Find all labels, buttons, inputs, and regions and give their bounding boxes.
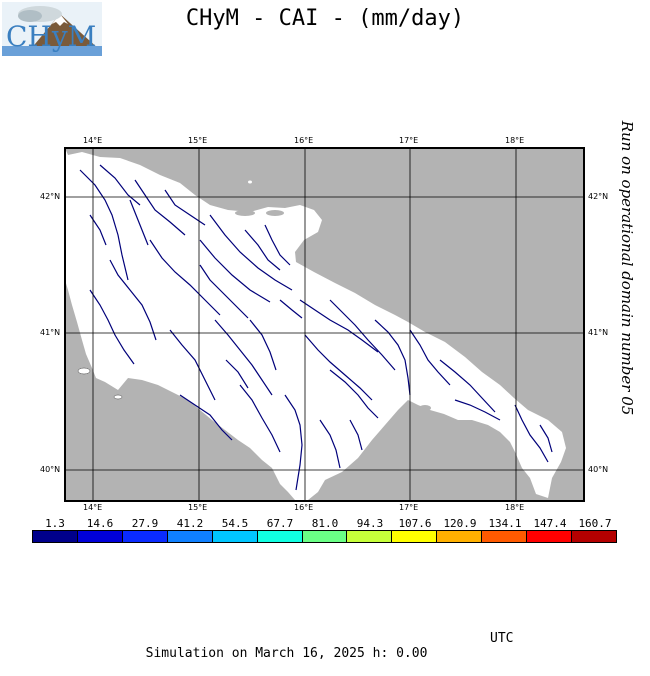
simulation-text: Simulation on March 16, 2025 h: 0.00	[145, 646, 428, 661]
colorbar-label: 1.3	[45, 517, 65, 530]
lon-label-bottom: 18°E	[505, 503, 525, 512]
graticule	[65, 148, 584, 501]
colorbar-label: 67.7	[266, 517, 294, 530]
island-ischia	[77, 367, 91, 375]
colorbar-label: 27.9	[131, 517, 159, 530]
colorbar-label: 41.2	[176, 517, 204, 530]
colorbar-swatch	[33, 531, 78, 542]
lon-label-top: 18°E	[505, 136, 525, 145]
island-capri	[113, 394, 123, 400]
colorbar	[32, 530, 617, 543]
timezone-text: UTC	[490, 631, 514, 646]
colorbar-swatch	[527, 531, 573, 542]
lon-label-bottom: 17°E	[399, 503, 419, 512]
colorbar-swatch	[122, 531, 168, 542]
lake-lesina	[235, 210, 255, 216]
colorbar-swatch	[437, 531, 483, 542]
lon-label-top: 15°E	[188, 136, 208, 145]
logo-text: CHyM	[6, 20, 96, 53]
footer: Simulation on March 16, 2025 h: 0.00 UTC	[130, 631, 514, 676]
colorbar-label: 54.5	[221, 517, 249, 530]
lake-varano	[266, 210, 284, 216]
taranto-mar-piccolo	[419, 405, 431, 411]
river-network	[79, 164, 553, 491]
lat-label-left: 40°N	[40, 465, 61, 474]
colorbar-swatch	[392, 531, 438, 542]
lat-label-left: 41°N	[40, 328, 61, 337]
lon-label-top: 14°E	[83, 136, 103, 145]
lat-label-left: 42°N	[40, 192, 61, 201]
drainage-map	[64, 147, 585, 502]
colorbar-label: 81.0	[311, 517, 339, 530]
lon-label-bottom: 14°E	[83, 503, 103, 512]
colorbar-label: 94.3	[356, 517, 384, 530]
colorbar-swatch	[257, 531, 303, 542]
map-frame	[64, 147, 585, 502]
lon-label-top: 17°E	[399, 136, 419, 145]
colorbar-swatch	[482, 531, 528, 542]
colorbar-swatch	[77, 531, 123, 542]
colorbar-label: 134.1	[488, 517, 522, 530]
lat-label-right: 40°N	[588, 465, 609, 474]
colorbar-label: 160.7	[578, 517, 612, 530]
lat-label-right: 41°N	[588, 328, 609, 337]
colorbar-swatch	[212, 531, 258, 542]
chym-logo: CHyM	[2, 2, 102, 56]
land-area	[65, 148, 566, 500]
colorbar-swatch	[167, 531, 213, 542]
island-tremiti	[248, 180, 252, 184]
lon-label-bottom: 15°E	[188, 503, 208, 512]
colorbar-swatch	[572, 531, 616, 542]
lon-label-top: 16°E	[294, 136, 314, 145]
colorbar-label: 14.6	[86, 517, 114, 530]
lon-label-bottom: 16°E	[294, 503, 314, 512]
colorbar-swatch	[347, 531, 393, 542]
colorbar-label: 120.9	[443, 517, 477, 530]
colorbar-label: 147.4	[533, 517, 567, 530]
lat-label-right: 42°N	[588, 192, 609, 201]
page-title: CHyM - CAI - (mm/day)	[185, 6, 465, 31]
colorbar-label: 107.6	[398, 517, 432, 530]
colorbar-labels: 1.3 14.6 27.9 41.2 54.5 67.7 81.0 94.3 1…	[0, 517, 650, 531]
colorbar-swatch	[302, 531, 348, 542]
